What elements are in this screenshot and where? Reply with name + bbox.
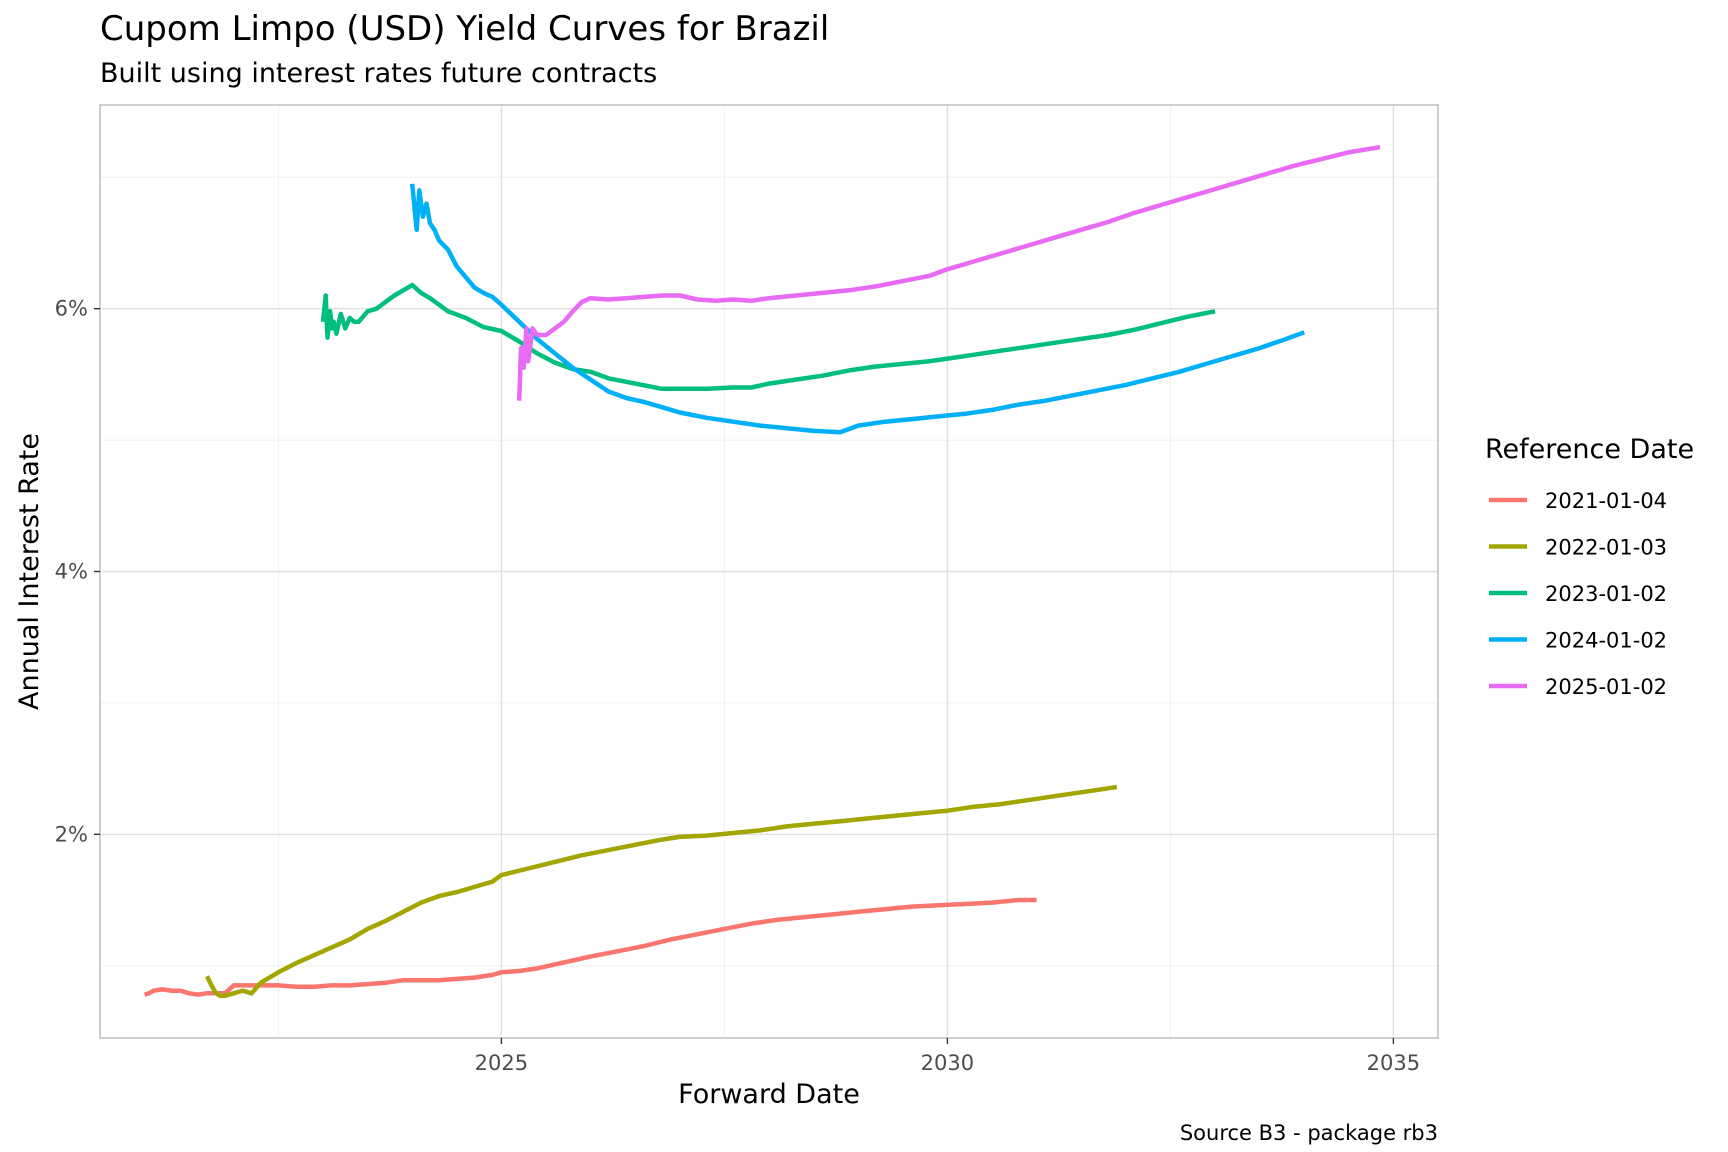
chart-title: Cupom Limpo (USD) Yield Curves for Brazi… [100,9,829,49]
x-axis-ticks: 2025 2030 2035 [475,1038,1420,1075]
x-tick-label: 2025 [475,1051,528,1075]
legend-label-2025-01-02: 2025-01-02 [1545,675,1667,699]
x-tick-label: 2035 [1367,1051,1420,1075]
series-line-2024-01-02 [409,183,1305,435]
y-axis-ticks: 2% 4% 6% [55,297,100,846]
series-line-2022-01-03 [204,784,1118,999]
legend-label-2022-01-03: 2022-01-03 [1545,536,1667,560]
legend: Reference Date 2021-01-04 2022-01-03 2023-… [1485,434,1694,699]
chart-subtitle: Built using interest rates future contra… [100,58,657,89]
series-line-2023-01-02 [320,282,1216,392]
series-line-2025-01-02 [516,144,1381,401]
y-axis-title: Annual Interest Rate [14,433,45,710]
legend-label-2023-01-02: 2023-01-02 [1545,582,1667,606]
legend-items: 2021-01-04 2022-01-03 2023-01-02 2024-01-02… [1489,489,1667,699]
legend-title: Reference Date [1485,434,1694,465]
series-lines [143,144,1381,999]
x-axis-title: Forward Date [678,1079,860,1110]
y-tick-label: 4% [55,560,88,584]
series-line-2021-01-04 [143,897,1037,997]
grid [100,105,1438,1038]
legend-label-2024-01-02: 2024-01-02 [1545,629,1667,653]
y-tick-label: 2% [55,822,88,846]
legend-label-2021-01-04: 2021-01-04 [1545,489,1667,513]
y-tick-label: 6% [55,297,88,321]
x-tick-label: 2030 [921,1051,974,1075]
chart-caption: Source B3 - package rb3 [1180,1121,1438,1145]
